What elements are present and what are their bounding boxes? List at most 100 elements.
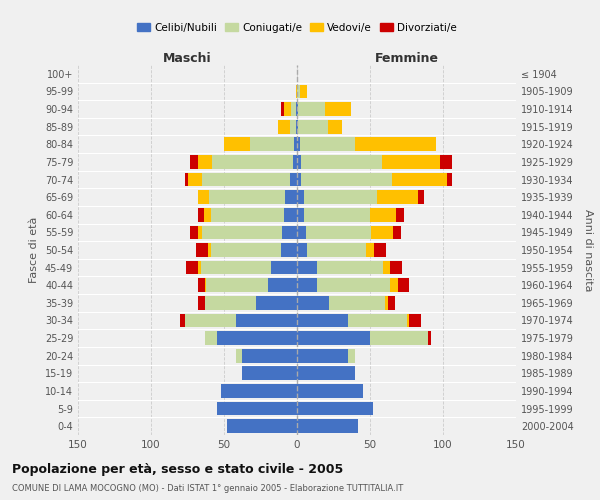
Bar <box>281 243 297 257</box>
Bar <box>370 208 396 222</box>
Bar <box>298 120 328 134</box>
Bar <box>190 155 198 169</box>
Bar <box>297 155 301 169</box>
Bar <box>297 260 317 274</box>
Text: Femmine: Femmine <box>374 52 439 65</box>
Bar <box>297 331 370 345</box>
Bar <box>236 314 297 328</box>
Bar <box>317 278 391 292</box>
Bar <box>205 296 256 310</box>
Bar <box>325 102 351 116</box>
Bar <box>236 349 242 362</box>
Bar <box>355 138 436 151</box>
Bar <box>297 138 300 151</box>
Bar <box>198 278 205 292</box>
Bar <box>388 296 395 310</box>
Bar <box>198 208 203 222</box>
Bar <box>385 296 388 310</box>
Bar <box>391 260 402 274</box>
Bar <box>190 226 198 239</box>
Bar <box>286 190 297 204</box>
Bar <box>394 226 401 239</box>
Bar <box>348 349 355 362</box>
Bar <box>185 172 187 186</box>
Bar <box>200 260 271 274</box>
Bar <box>297 296 329 310</box>
Bar <box>291 102 296 116</box>
Bar <box>205 278 206 292</box>
Y-axis label: Fasce di età: Fasce di età <box>29 217 39 283</box>
Bar <box>297 120 298 134</box>
Bar <box>371 226 394 239</box>
Bar <box>304 208 370 222</box>
Bar <box>297 384 362 398</box>
Bar <box>297 190 304 204</box>
Legend: Celibi/Nubili, Coniugati/e, Vedovi/e, Divorziati/e: Celibi/Nubili, Coniugati/e, Vedovi/e, Di… <box>133 18 461 36</box>
Bar <box>370 331 428 345</box>
Bar <box>297 366 355 380</box>
Bar <box>440 155 452 169</box>
Bar <box>211 208 284 222</box>
Bar <box>328 120 342 134</box>
Bar <box>221 384 297 398</box>
Bar <box>227 420 297 433</box>
Bar <box>186 260 198 274</box>
Bar <box>297 314 348 328</box>
Bar <box>205 331 217 345</box>
Bar <box>217 331 297 345</box>
Bar <box>217 402 297 415</box>
Bar <box>242 366 297 380</box>
Bar <box>407 314 409 328</box>
Bar <box>297 243 307 257</box>
Bar <box>198 226 202 239</box>
Bar <box>187 172 202 186</box>
Bar <box>256 296 297 310</box>
Bar <box>391 278 398 292</box>
Bar <box>297 349 348 362</box>
Bar <box>300 84 307 98</box>
Bar <box>428 331 431 345</box>
Bar <box>268 278 297 292</box>
Bar <box>297 402 373 415</box>
Bar <box>365 243 374 257</box>
Bar <box>296 102 297 116</box>
Bar <box>297 226 306 239</box>
Bar <box>224 138 250 151</box>
Bar <box>317 260 383 274</box>
Bar <box>180 314 185 328</box>
Bar <box>396 208 404 222</box>
Bar <box>297 420 358 433</box>
Bar <box>348 314 407 328</box>
Bar <box>296 120 297 134</box>
Bar <box>284 102 291 116</box>
Bar <box>392 172 448 186</box>
Bar <box>202 226 283 239</box>
Bar <box>300 138 355 151</box>
Bar <box>278 120 290 134</box>
Bar <box>398 278 409 292</box>
Bar <box>297 172 301 186</box>
Bar <box>297 278 317 292</box>
Bar <box>281 102 284 116</box>
Bar <box>297 208 304 222</box>
Bar <box>374 243 386 257</box>
Bar <box>296 84 297 98</box>
Text: COMUNE DI LAMA MOCOGNO (MO) - Dati ISTAT 1° gennaio 2005 - Elaborazione TUTTITAL: COMUNE DI LAMA MOCOGNO (MO) - Dati ISTAT… <box>12 484 403 493</box>
Bar <box>297 84 300 98</box>
Bar <box>206 278 268 292</box>
Bar <box>284 208 297 222</box>
Bar <box>383 260 391 274</box>
Bar <box>304 190 377 204</box>
Bar <box>202 172 290 186</box>
Bar <box>382 155 440 169</box>
Y-axis label: Anni di nascita: Anni di nascita <box>583 209 593 291</box>
Text: Popolazione per età, sesso e stato civile - 2005: Popolazione per età, sesso e stato civil… <box>12 462 343 475</box>
Bar <box>196 243 208 257</box>
Bar <box>250 138 294 151</box>
Bar <box>448 172 452 186</box>
Bar <box>290 172 297 186</box>
Bar <box>198 260 200 274</box>
Bar <box>301 172 392 186</box>
Bar <box>294 138 297 151</box>
Bar <box>198 190 209 204</box>
